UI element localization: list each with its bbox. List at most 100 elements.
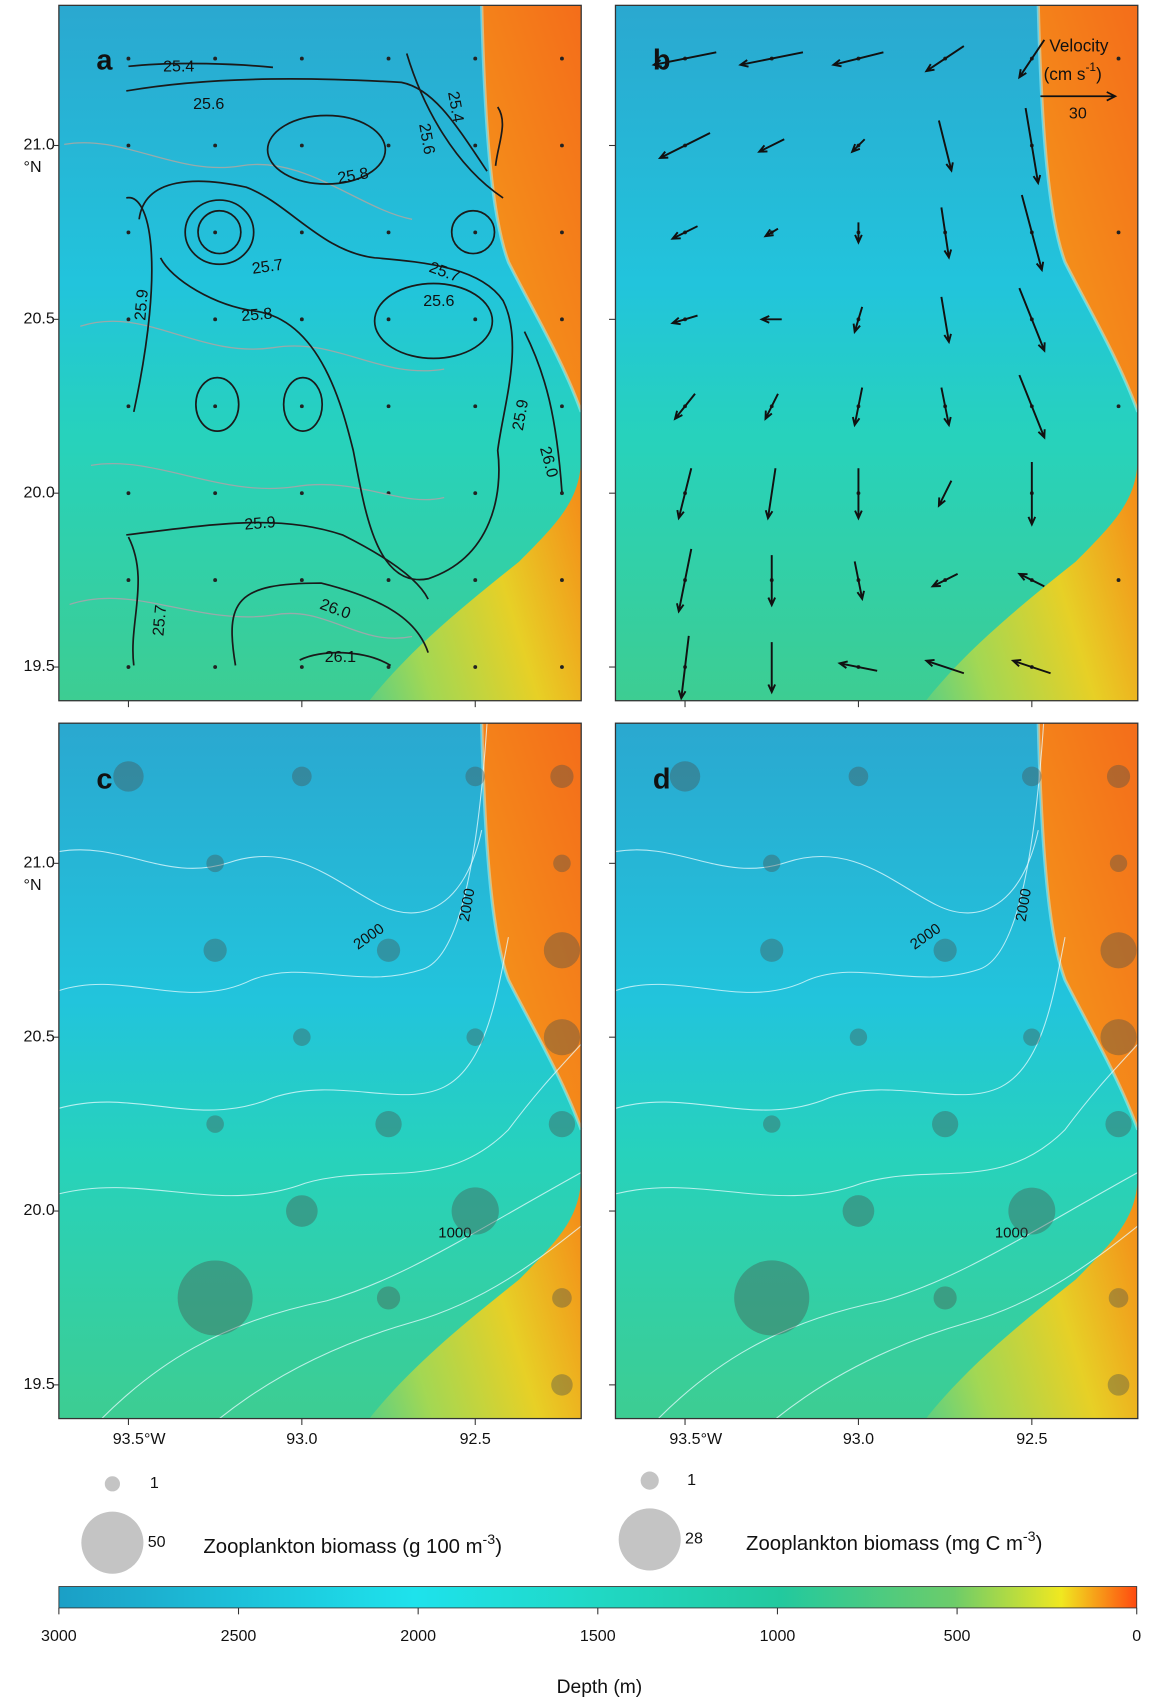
biomass-bubble — [206, 854, 224, 873]
shelf — [369, 5, 582, 701]
isobath-label: 1000 — [995, 1224, 1028, 1241]
biomass-bubble — [292, 766, 312, 787]
station — [473, 56, 478, 61]
contour-label: 25.4 — [163, 58, 194, 76]
isobath-label: 2000 — [1013, 887, 1036, 923]
shelf-edge — [480, 5, 583, 413]
station — [560, 491, 564, 496]
velocity-unit-part: -1 — [1085, 60, 1096, 74]
station — [299, 143, 304, 148]
velocity-arrow — [763, 227, 779, 238]
contour-minor — [64, 142, 413, 220]
station — [1116, 56, 1121, 61]
station — [213, 404, 218, 409]
lon-tick-label: 93.0 — [286, 1430, 317, 1448]
biomass-bubble — [849, 1028, 868, 1046]
station — [560, 665, 564, 669]
contour — [126, 521, 429, 600]
biomass-bubble — [543, 1019, 581, 1056]
velocity-arrow — [940, 296, 952, 345]
biomass-bubble — [1109, 854, 1128, 873]
station — [473, 491, 478, 496]
isobath — [58, 937, 509, 1111]
station — [126, 404, 131, 409]
station — [1116, 404, 1121, 409]
contour-label: 25.6 — [415, 122, 438, 156]
biomass-bubble — [933, 1286, 957, 1310]
colorbar-tick-label: 2500 — [221, 1627, 257, 1645]
station — [213, 578, 218, 583]
station — [473, 578, 478, 583]
isobath — [657, 1172, 1139, 1419]
contour-minor — [90, 463, 445, 501]
station — [126, 317, 131, 322]
lat-tick-label: 19.5 — [24, 657, 55, 675]
legend-title-part: Zooplankton biomass (g 100 m — [203, 1536, 482, 1558]
map-panel: b — [614, 4, 1140, 702]
velocity-scale-arrow — [1040, 91, 1118, 102]
station — [560, 143, 564, 148]
velocity-arrow — [1018, 39, 1046, 80]
contour-label: 25.9 — [509, 398, 532, 432]
lon-tick-label: 93.0 — [843, 1430, 874, 1448]
biomass-bubble — [551, 1374, 573, 1396]
colorbar-tick-label: 500 — [944, 1627, 971, 1645]
station — [299, 317, 304, 322]
colorbar — [58, 1586, 1138, 1609]
velocity-arrow — [853, 561, 865, 602]
station — [213, 665, 218, 669]
isobath — [615, 1043, 1139, 1197]
biomass-bubble — [375, 1110, 402, 1138]
station — [299, 56, 304, 61]
isobath — [219, 1225, 582, 1419]
velocity-arrow — [651, 51, 717, 68]
station — [126, 578, 131, 583]
velocity-arrow — [1010, 659, 1051, 675]
legend-value: 1 — [150, 1474, 159, 1492]
velocity-arrow — [924, 659, 965, 675]
legend-value: 1 — [687, 1471, 696, 1489]
legend-title-part: ) — [495, 1536, 502, 1558]
lat-tick-label: 20.5 — [24, 1027, 55, 1045]
station — [126, 491, 131, 496]
map-panel: c — [58, 722, 583, 1420]
velocity-unit: (cm s-1) — [1044, 60, 1102, 83]
contour — [450, 209, 496, 255]
velocity-arrow — [1018, 287, 1046, 353]
biomass-bubble — [1008, 1187, 1056, 1235]
station — [386, 404, 391, 409]
velocity-arrow — [940, 387, 952, 428]
biomass-bubble — [206, 1115, 224, 1133]
velocity-arrow — [764, 468, 777, 521]
biomass-bubble — [1100, 932, 1137, 969]
legend-title-part: ) — [1036, 1533, 1043, 1555]
station — [560, 56, 564, 61]
biomass-bubble — [1108, 1288, 1129, 1308]
velocity-arrow — [676, 467, 693, 521]
biomass-bubble — [1022, 766, 1042, 787]
biomass-bubble — [1100, 1019, 1137, 1056]
station — [386, 317, 391, 322]
velocity-unit-part: (cm s — [1044, 64, 1086, 83]
map-panel: d — [614, 722, 1140, 1420]
contour-label: 26.1 — [325, 648, 356, 666]
station — [473, 665, 478, 669]
biomass-bubble — [203, 938, 227, 962]
velocity-arrow — [767, 642, 776, 695]
contour — [373, 282, 494, 360]
contour — [197, 209, 242, 255]
station — [1116, 230, 1121, 235]
velocity-arrow — [676, 548, 693, 614]
biomass-bubble — [760, 938, 784, 962]
legend-bubble — [81, 1511, 144, 1574]
velocity-arrow — [738, 51, 804, 68]
biomass-bubble — [286, 1195, 318, 1227]
contour — [299, 651, 392, 667]
velocity-arrow — [837, 660, 878, 672]
station — [560, 404, 564, 409]
velocity-arrow — [1020, 194, 1045, 273]
legend-bubble — [104, 1476, 120, 1492]
contour — [195, 376, 240, 432]
biomass-bubble — [763, 854, 781, 873]
